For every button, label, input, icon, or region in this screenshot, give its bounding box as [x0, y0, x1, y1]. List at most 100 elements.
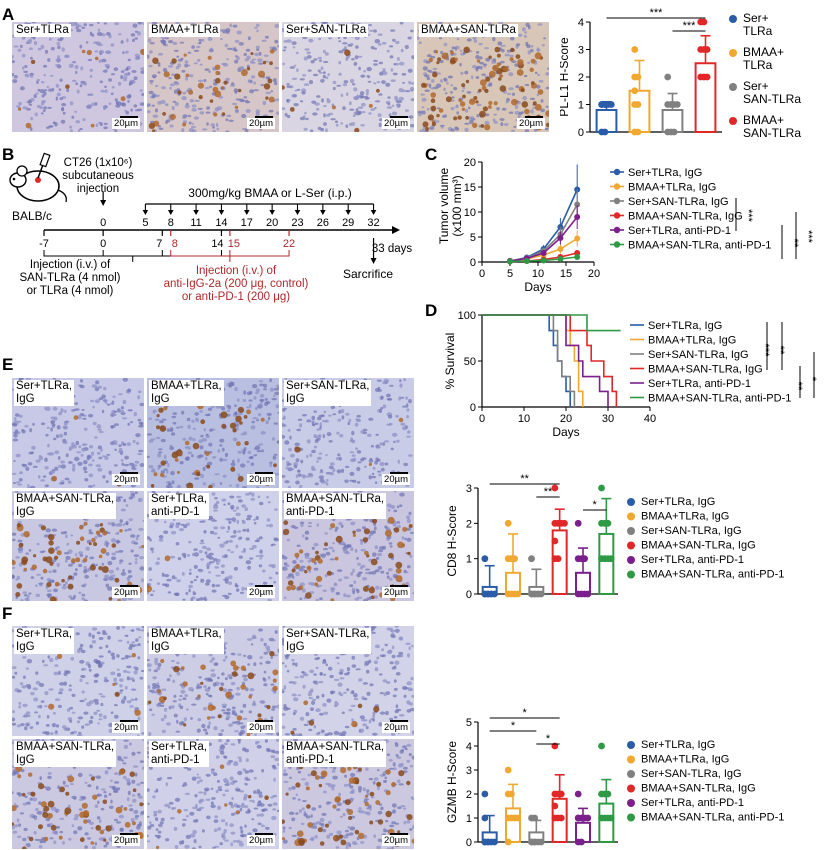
- y-tick-label: 10: [464, 207, 476, 219]
- micrograph-label: Ser+SAN-TLRa, IgG: [284, 380, 372, 406]
- y-tick-label: 5: [466, 717, 472, 729]
- data-point: [531, 838, 539, 846]
- legend-label: Ser+TLRa, anti-PD-1: [648, 378, 751, 390]
- panel-label-e: E: [2, 355, 14, 374]
- panel-label-d: D: [425, 301, 438, 320]
- data-point: [673, 101, 681, 108]
- legend-label: BMAA+SAN-TLRa, IgG: [641, 540, 756, 552]
- mouse-strain-label: BALB/c: [12, 209, 52, 223]
- legend-marker: [627, 541, 635, 550]
- significance-label: ***: [650, 7, 664, 19]
- legend-label: Ser+ SAN-TLRa: [743, 79, 801, 106]
- scale-bar-label: 20µm: [382, 474, 410, 485]
- y-tick-label: 3: [466, 765, 472, 777]
- scale-bar: [255, 472, 273, 474]
- micrograph-label: BMAA+SAN-TLRa, anti-PD-1: [284, 741, 387, 767]
- data-point: [584, 590, 592, 598]
- legend-marker: [729, 15, 737, 23]
- data-point: [670, 128, 678, 136]
- y-axis-label: Tumor volume(x100 mm³): [437, 168, 464, 245]
- significance-label: **: [788, 239, 800, 248]
- x-axis-label: Days: [552, 425, 579, 439]
- scale-bar: [390, 585, 408, 587]
- legend-label: BMAA+TLRa, IgG: [641, 754, 729, 766]
- data-point: [504, 766, 512, 774]
- legend-marker: [613, 241, 621, 248]
- data-point: [557, 790, 565, 798]
- legend-label: Ser+SAN-TLRa, IgG: [648, 349, 749, 361]
- x-tick-label: 0: [479, 268, 485, 280]
- micrograph-label: BMAA+TLRa, IgG: [149, 380, 224, 406]
- y-tick-label: 0: [578, 127, 584, 139]
- micrograph-e-5: Ser+TLRa, anti-PD-1 20µm: [147, 491, 279, 601]
- y-axis-label: GZMB H-Score: [445, 741, 459, 823]
- y-tick-label: 50: [464, 356, 476, 368]
- significance-label: **: [544, 486, 553, 498]
- timeline-tick-label: 15: [228, 238, 240, 250]
- timeline-tick-label: 8: [168, 217, 174, 229]
- y-tick-label: 0: [470, 402, 476, 414]
- data-point: [607, 814, 615, 822]
- significance-label: ***: [742, 209, 754, 223]
- data-point: [551, 802, 559, 810]
- tumor-arrowhead: [100, 200, 107, 206]
- timeline-tick-label: 32: [367, 217, 379, 229]
- timeline-tick-label: 26: [317, 217, 329, 229]
- data-point: [607, 555, 615, 563]
- micrograph-e-6: BMAA+SAN-TLRa, anti-PD-1 20µm: [282, 491, 414, 601]
- legend-label: Ser+SAN-TLRa, IgG: [641, 768, 742, 780]
- data-point: [634, 101, 642, 108]
- bar: [551, 529, 568, 595]
- legend-marker: [729, 117, 737, 125]
- data-point: [574, 235, 581, 242]
- scale-bar: [390, 833, 408, 835]
- timeline-tick-label: 20: [266, 217, 278, 229]
- legend-label: Ser+TLRa, anti-PD-1: [641, 554, 744, 566]
- data-point: [537, 838, 545, 846]
- y-tick-label: 4: [578, 17, 584, 29]
- scale-bar: [120, 585, 138, 587]
- data-point: [481, 814, 489, 822]
- scale-bar: [120, 472, 138, 474]
- x-axis-label: Days: [524, 280, 551, 294]
- legend-label: BMAA+SAN-TLRa, IgG: [648, 364, 763, 376]
- y-tick-label: 0: [470, 257, 476, 269]
- y-tick-label: 1: [466, 813, 472, 825]
- scale-bar: [255, 585, 273, 587]
- significance-label: ***: [802, 230, 814, 244]
- legend-label: Ser+TLRa, IgG: [641, 496, 715, 508]
- timeline-tick-label: 14: [211, 238, 223, 250]
- micrograph-e-3: Ser+SAN-TLRa, IgG 20µm: [282, 378, 414, 488]
- data-point: [557, 256, 564, 262]
- micrograph-label: BMAA+SAN-TLRa: [419, 24, 518, 37]
- timeline-tick-label: 17: [241, 217, 253, 229]
- data-point: [561, 519, 568, 527]
- significance-label: **: [774, 346, 786, 355]
- significance-label: *: [806, 377, 818, 382]
- survival-curve: [482, 314, 584, 407]
- scale-bar: [255, 720, 273, 722]
- data-point: [523, 258, 530, 264]
- data-point: [484, 838, 492, 846]
- treatment-arrowhead: [218, 210, 225, 215]
- treatment-arrowhead: [167, 210, 174, 215]
- legend-label: BMAA+SAN-TLRa, anti-PD-1: [628, 240, 771, 252]
- bar: [661, 109, 684, 133]
- injection1-bracket: [43, 250, 222, 257]
- panel-b-schematic: BALB/c CT26 (1x10⁶) subcutaneous injection…: [9, 152, 412, 303]
- micrograph-label: BMAA+TLRa: [149, 24, 221, 37]
- legend-label: BMAA+TLRa, IgG: [628, 182, 716, 194]
- micrograph-f-2: BMAA+TLRa, IgG 20µm: [147, 626, 279, 736]
- data-point: [631, 46, 639, 53]
- data-point: [581, 555, 588, 563]
- x-tick-label: 20: [588, 268, 600, 280]
- data-point: [574, 519, 582, 527]
- timeline-tick-label: 8: [172, 238, 178, 250]
- legend-label: BMAA+SAN-TLRa, IgG: [628, 211, 743, 223]
- legend-marker: [627, 527, 635, 535]
- data-point: [507, 258, 513, 265]
- data-point: [557, 246, 564, 252]
- scale-bar: [255, 833, 273, 835]
- data-point: [528, 555, 535, 563]
- legend-marker: [627, 755, 635, 764]
